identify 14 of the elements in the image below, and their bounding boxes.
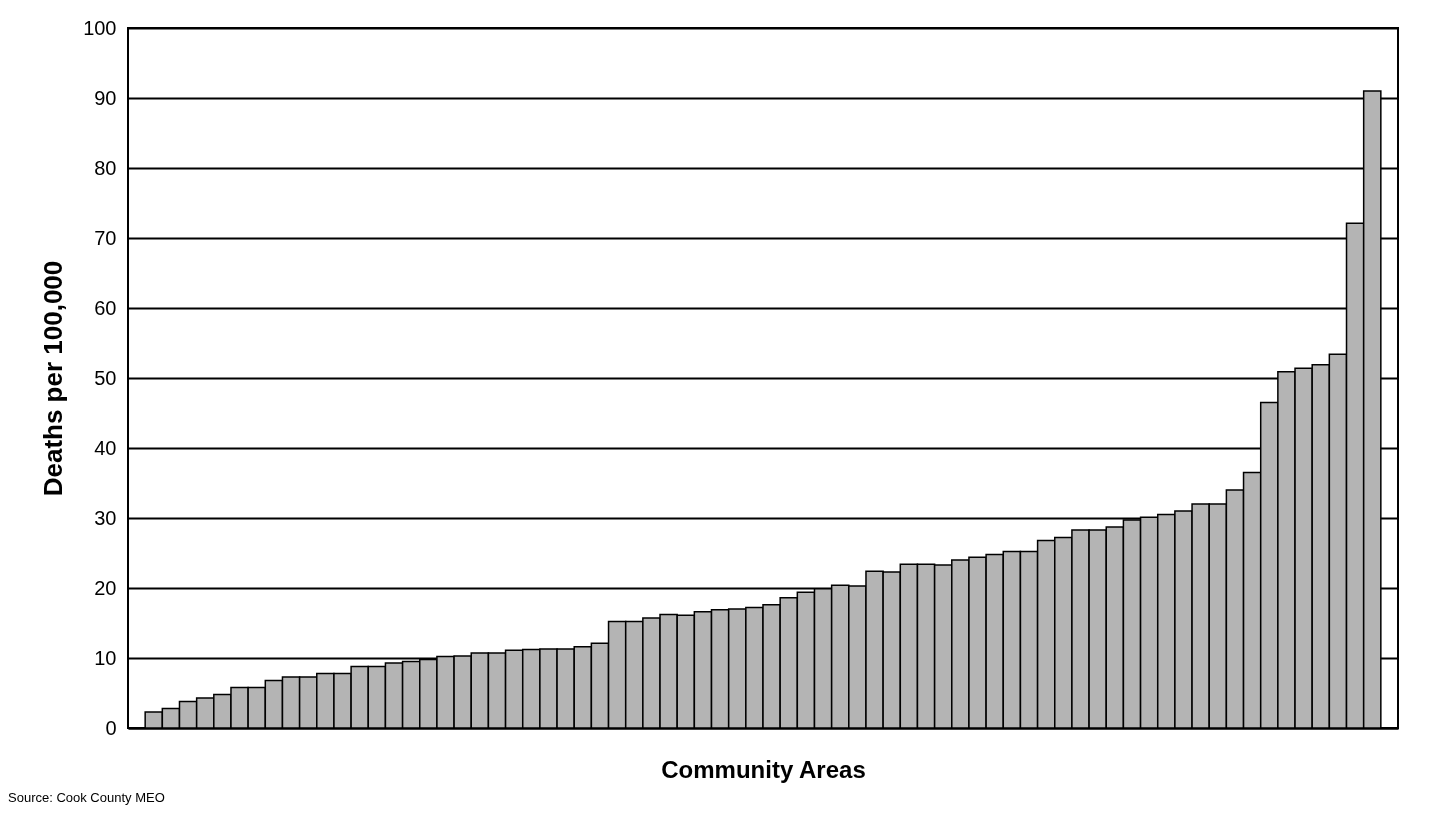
y-tick-label: 100 bbox=[83, 16, 117, 39]
y-tick-label: 60 bbox=[94, 296, 117, 319]
y-tick-label: 10 bbox=[94, 646, 117, 669]
y-tick-label: 0 bbox=[105, 716, 117, 739]
y-tick-label: 50 bbox=[94, 366, 117, 389]
y-tick-label: 80 bbox=[94, 156, 117, 179]
source-note: Source: Cook County MEO bbox=[8, 790, 165, 805]
y-axis-title: Deaths per 100,000 bbox=[38, 260, 69, 497]
y-tick-label: 90 bbox=[94, 86, 117, 109]
y-tick-label: 70 bbox=[94, 226, 117, 249]
y-tick-label: 20 bbox=[94, 576, 117, 599]
x-axis-title: Community Areas bbox=[661, 755, 866, 783]
y-tick-label: 40 bbox=[94, 436, 117, 459]
y-tick-label: 30 bbox=[94, 506, 117, 529]
